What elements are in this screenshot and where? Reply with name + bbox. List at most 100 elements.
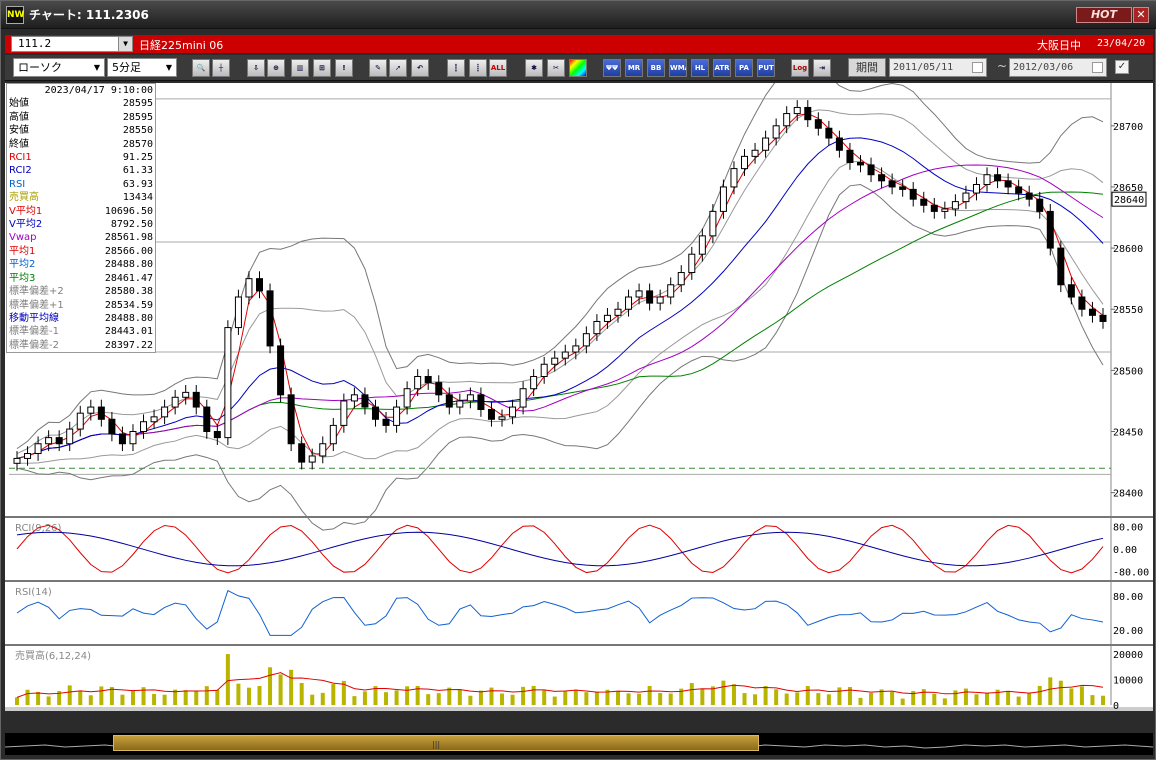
info-value: 13434 bbox=[122, 192, 153, 204]
chevron-down-icon[interactable]: ▼ bbox=[93, 63, 101, 72]
volume-bar bbox=[478, 690, 483, 705]
zoom-icon[interactable]: ⊕ bbox=[267, 59, 285, 77]
info-row: Vwap 28561.98 bbox=[9, 231, 153, 244]
date-from-field[interactable]: 2011/05/11 bbox=[889, 58, 987, 77]
candle-body bbox=[867, 164, 875, 176]
calendar-icon[interactable] bbox=[972, 62, 983, 73]
candle-body bbox=[930, 204, 938, 212]
candle-body bbox=[371, 406, 379, 420]
cursor-icon[interactable]: ➚ bbox=[389, 59, 407, 77]
put-button[interactable]: PUT bbox=[757, 59, 775, 77]
wma-button[interactable]: WMA bbox=[669, 59, 687, 77]
hot-button[interactable]: HOT bbox=[1076, 7, 1132, 23]
candle-body bbox=[97, 406, 105, 420]
atr-button[interactable]: ATR bbox=[713, 59, 731, 77]
volume-bar bbox=[900, 698, 905, 705]
volume-bar bbox=[1069, 688, 1074, 705]
candle-body bbox=[171, 396, 179, 408]
candle-body bbox=[899, 186, 907, 190]
ma2-line bbox=[16, 137, 1104, 459]
export-icon[interactable]: ⇥ bbox=[813, 59, 831, 77]
chevron-down-icon[interactable]: ▼ bbox=[165, 63, 173, 72]
candle-body bbox=[741, 155, 749, 170]
price-chart[interactable]: 28400 28450 28500 28550 28600 28650 28700 28640… bbox=[5, 83, 1153, 711]
candle-body bbox=[277, 345, 285, 396]
info-panel: 2023/04/17 9:10:00 始値 28595 高値 28595 安値 28550… bbox=[6, 83, 156, 354]
candle-body bbox=[256, 278, 264, 292]
candle-body bbox=[1025, 192, 1033, 200]
color-icon[interactable] bbox=[569, 59, 587, 77]
down-arrow-icon[interactable]: ⇩ bbox=[247, 59, 265, 77]
volume-bar bbox=[183, 690, 188, 705]
volume-bar bbox=[911, 691, 916, 705]
info-value: 28595 bbox=[122, 111, 153, 123]
candle-body bbox=[34, 443, 42, 455]
chart-area[interactable]: 28400 28450 28500 28550 28600 28650 28700 28640… bbox=[5, 83, 1153, 711]
candle-body bbox=[329, 424, 337, 445]
time-scrollbar[interactable]: ||| bbox=[5, 733, 1153, 755]
volume-bar bbox=[921, 689, 926, 705]
volume-bar bbox=[88, 695, 93, 705]
volume-bar bbox=[384, 692, 389, 705]
candle-body bbox=[340, 400, 348, 426]
volume-bar bbox=[953, 690, 958, 705]
info-value: 28534.59 bbox=[104, 299, 153, 311]
candle-body bbox=[509, 406, 517, 418]
session-label: 大阪日中 bbox=[1037, 39, 1081, 52]
candle-body bbox=[561, 351, 569, 359]
calendar-icon[interactable] bbox=[1092, 62, 1103, 73]
chevron-down-icon[interactable]: ▼ bbox=[118, 37, 132, 51]
close-button[interactable]: ✕ bbox=[1133, 7, 1149, 23]
period-checkbox[interactable]: ✓ bbox=[1115, 60, 1129, 74]
bb-button[interactable]: BB bbox=[647, 59, 665, 77]
settings-icon[interactable]: ✱ bbox=[525, 59, 543, 77]
compare-icon[interactable]: ▥ bbox=[291, 59, 309, 77]
info-value: 28561.98 bbox=[104, 232, 153, 244]
para-button[interactable]: PA RA bbox=[735, 59, 753, 77]
info-icon[interactable]: ! bbox=[335, 59, 353, 77]
scrollbar-thumb[interactable]: ||| bbox=[113, 735, 759, 751]
tools-icon[interactable]: ✂ bbox=[547, 59, 565, 77]
volume-bar bbox=[1016, 696, 1021, 705]
all-button[interactable]: ALL bbox=[489, 59, 507, 77]
search-icon[interactable]: 🔍 bbox=[192, 59, 210, 77]
period-button[interactable]: 期間 bbox=[848, 58, 886, 77]
candle-body bbox=[234, 296, 242, 329]
info-label: 安値 bbox=[9, 125, 29, 137]
volume-bar bbox=[1101, 695, 1105, 705]
title-bar[interactable]: NW チャート: 111.2306 HOT ✕ bbox=[1, 1, 1156, 29]
volume-bar bbox=[510, 694, 515, 705]
pattern-icon[interactable]: ⊞ bbox=[313, 59, 331, 77]
info-value: 63.93 bbox=[122, 178, 153, 190]
chart-type-select[interactable]: ローソク ▼ bbox=[13, 58, 105, 77]
info-value: 28580.38 bbox=[104, 286, 153, 298]
ma-button[interactable]: ΨΨ bbox=[603, 59, 621, 77]
pencil-icon[interactable]: ✎ bbox=[369, 59, 387, 77]
volume-bar bbox=[552, 696, 557, 705]
volume-bar bbox=[531, 685, 536, 705]
volume-bar bbox=[700, 688, 705, 705]
candle-body bbox=[962, 192, 970, 203]
interval-select[interactable]: 5分足 ▼ bbox=[107, 58, 177, 77]
volume-bar bbox=[141, 687, 146, 705]
candle-icon[interactable]: ┇ bbox=[447, 59, 465, 77]
info-value: 61.33 bbox=[122, 165, 153, 177]
rci-tick-label: 80.00 bbox=[1113, 523, 1143, 534]
volume-bar bbox=[362, 691, 367, 705]
log-button[interactable]: Log bbox=[791, 59, 809, 77]
volume-bar bbox=[109, 686, 114, 705]
candle-body bbox=[1057, 247, 1065, 286]
symbol-select[interactable]: 111.2 ▼ bbox=[11, 36, 133, 52]
volume-bar bbox=[246, 687, 251, 705]
crosshair-icon[interactable]: ┼ bbox=[212, 59, 230, 77]
undo-icon[interactable]: ↶ bbox=[411, 59, 429, 77]
price-tick-label: 28650 bbox=[1113, 183, 1143, 194]
date-to-field[interactable]: 2012/03/06 bbox=[1009, 58, 1107, 77]
hl-button[interactable]: HL bbox=[691, 59, 709, 77]
volume-bar bbox=[46, 696, 51, 705]
info-value: 8792.50 bbox=[110, 219, 153, 231]
candle-alt-icon[interactable]: ┋ bbox=[469, 59, 487, 77]
mr-button[interactable]: MR bbox=[625, 59, 643, 77]
volume-bar bbox=[194, 690, 199, 705]
candle-body bbox=[572, 345, 580, 353]
